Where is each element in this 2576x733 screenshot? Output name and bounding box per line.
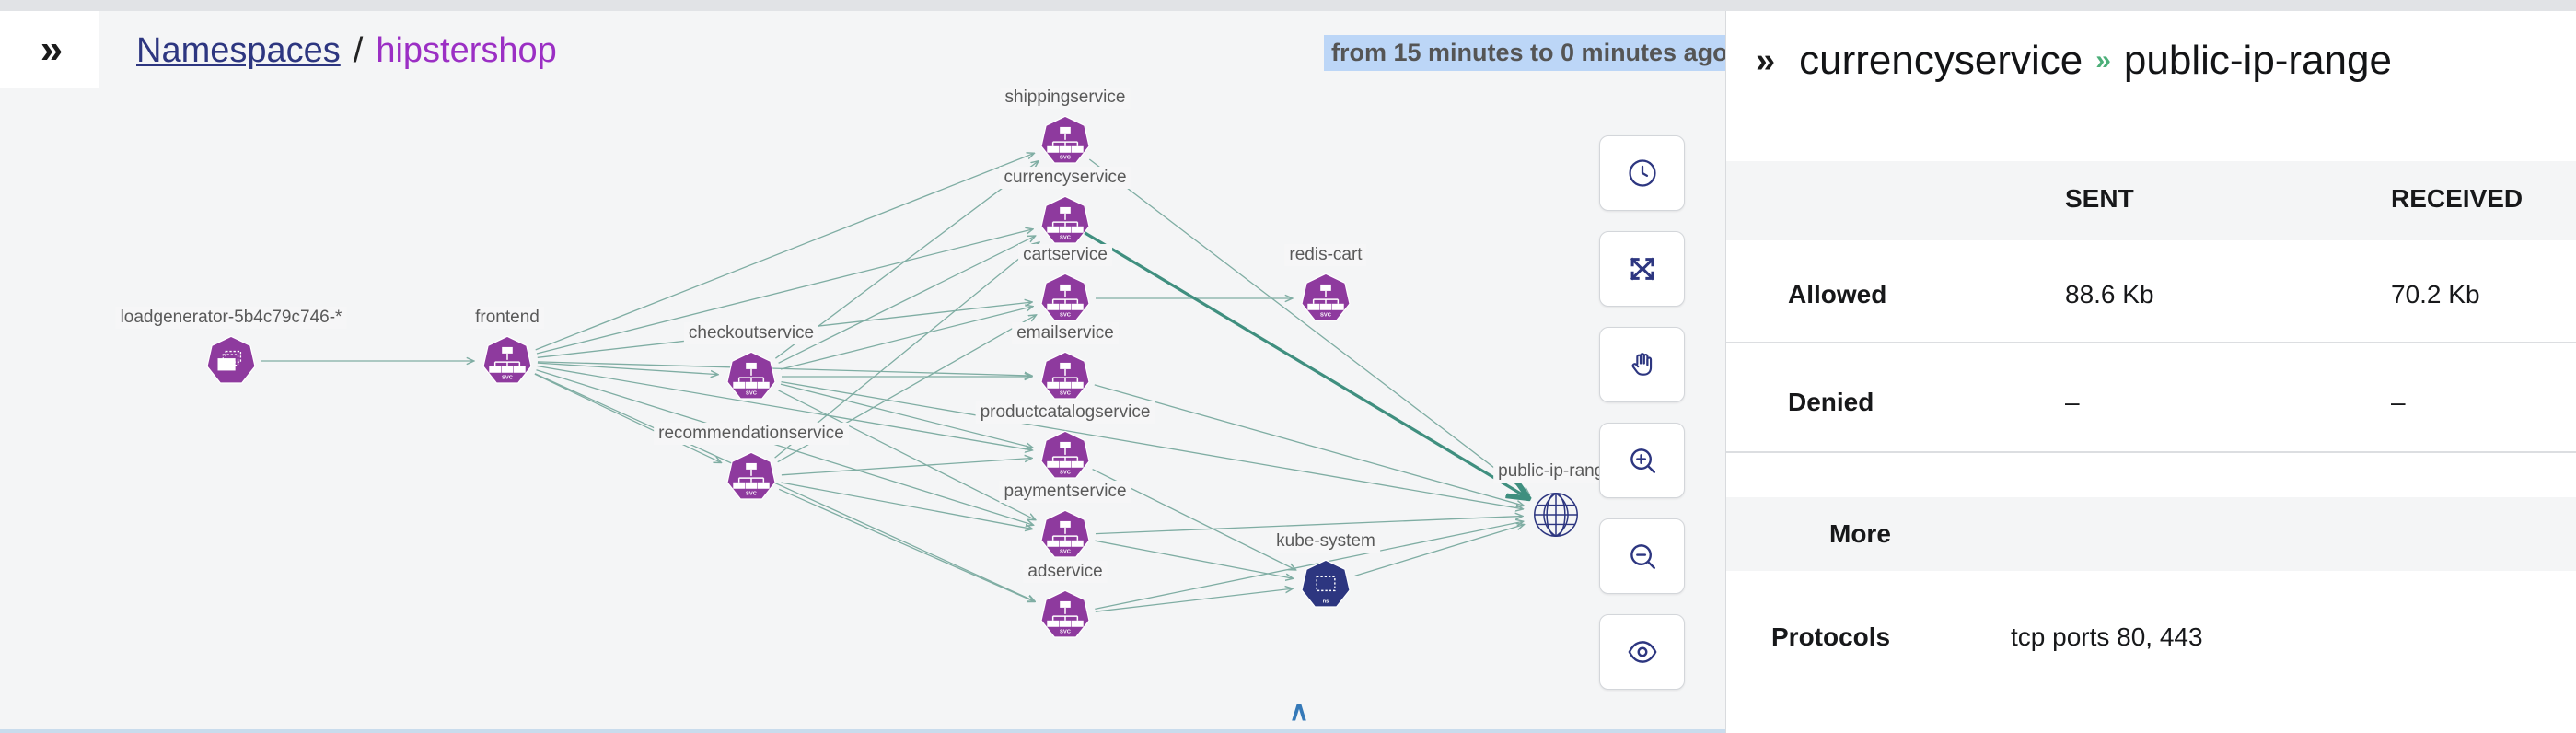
svg-text:SVC: SVC <box>746 391 758 397</box>
svg-text:SVC: SVC <box>1060 471 1072 476</box>
svg-text:SVC: SVC <box>1320 313 1332 319</box>
svg-text:SVC: SVC <box>1060 236 1072 241</box>
svg-text:SVC: SVC <box>1060 630 1072 635</box>
svg-text:SVC: SVC <box>746 492 758 497</box>
svg-text:SVC: SVC <box>1060 391 1072 397</box>
svg-text:SVC: SVC <box>1060 313 1072 319</box>
svg-text:SVC: SVC <box>1060 550 1072 555</box>
svg-text:SVC: SVC <box>1060 156 1072 161</box>
svg-text:SVC: SVC <box>502 376 514 381</box>
svg-text:ns: ns <box>1323 599 1329 605</box>
